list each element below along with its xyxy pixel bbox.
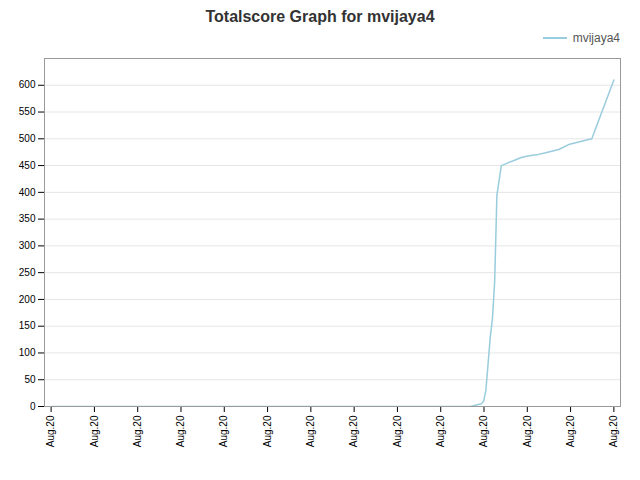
svg-text:Aug.20: Aug.20: [478, 415, 489, 447]
svg-text:500: 500: [19, 133, 36, 144]
svg-text:250: 250: [19, 267, 36, 278]
svg-text:450: 450: [19, 160, 36, 171]
svg-text:350: 350: [19, 213, 36, 224]
svg-text:Aug.20: Aug.20: [89, 415, 100, 447]
svg-text:Aug.20: Aug.20: [262, 415, 273, 447]
svg-text:50: 50: [24, 374, 36, 385]
svg-text:Aug.20: Aug.20: [305, 415, 316, 447]
svg-text:Aug.20: Aug.20: [45, 415, 56, 447]
svg-text:300: 300: [19, 240, 36, 251]
svg-text:Aug.20: Aug.20: [348, 415, 359, 447]
svg-text:200: 200: [19, 294, 36, 305]
html-text:Totalscore Graph for mvijaya4: Totalscore Graph for mvijaya4: [205, 8, 435, 25]
svg-text:Aug.20: Aug.20: [565, 415, 576, 447]
svg-text:Aug.20: Aug.20: [435, 415, 446, 447]
svg-text:Aug.20: Aug.20: [218, 415, 229, 447]
svg-text:Aug.20: Aug.20: [175, 415, 186, 447]
svg-text:150: 150: [19, 320, 36, 331]
svg-text:0: 0: [30, 401, 36, 412]
svg-text:Aug.20: Aug.20: [608, 415, 619, 447]
svg-text:400: 400: [19, 187, 36, 198]
svg-text:600: 600: [19, 79, 36, 90]
svg-text:Aug.20: Aug.20: [522, 415, 533, 447]
svg-text:100: 100: [19, 347, 36, 358]
svg-text:550: 550: [19, 106, 36, 117]
svg-text:Aug.20: Aug.20: [392, 415, 403, 447]
html-text:mvijaya4: mvijaya4: [572, 31, 620, 45]
svg-text:Aug.20: Aug.20: [132, 415, 143, 447]
